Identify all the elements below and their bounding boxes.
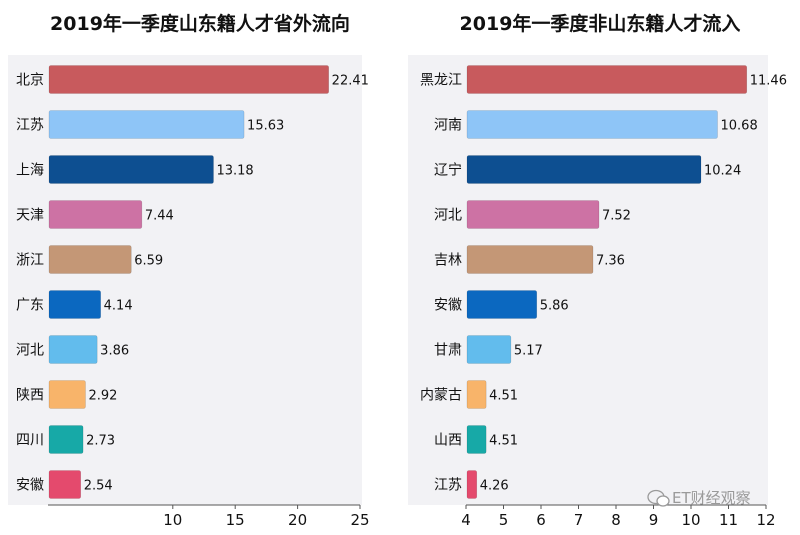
category-label: 甘肃 <box>434 343 462 359</box>
value-label: 4.51 <box>489 434 518 449</box>
bar <box>466 290 538 319</box>
bar <box>48 380 86 409</box>
value-label: 5.17 <box>514 344 543 359</box>
value-label: 7.44 <box>145 209 174 224</box>
value-label: 13.18 <box>216 164 253 179</box>
bar <box>48 65 329 94</box>
value-label: 2.92 <box>88 389 117 404</box>
category-label: 吉林 <box>434 253 462 269</box>
value-label: 5.86 <box>540 299 569 314</box>
category-label: 浙江 <box>16 253 44 269</box>
category-label: 江苏 <box>16 118 44 134</box>
value-label: 7.36 <box>596 254 625 269</box>
x-tick-label: 8 <box>611 511 621 529</box>
bar <box>466 65 748 94</box>
bar <box>48 200 143 229</box>
bar <box>48 245 132 274</box>
category-label: 陕西 <box>16 388 44 404</box>
category-label: 山西 <box>434 433 462 449</box>
x-tick-label: 6 <box>536 511 546 529</box>
value-label: 10.68 <box>721 119 758 134</box>
category-label: 安徽 <box>16 478 44 494</box>
x-tick-label: 9 <box>649 511 659 529</box>
bar <box>466 110 718 139</box>
bar <box>466 380 487 409</box>
bar <box>466 155 702 184</box>
chart-right: 2019年一季度非山东籍人才流入 4 5 6 7 8 9 10 11 12 黑龙江 11.46 河南 1… <box>408 12 787 529</box>
bar <box>48 335 98 364</box>
watermark-text: ET财经观察 <box>672 489 751 507</box>
category-label: 黑龙江 <box>420 73 462 89</box>
bar <box>466 425 487 454</box>
category-label: 广东 <box>16 298 44 314</box>
wechat-icon <box>647 489 670 507</box>
bar <box>48 110 245 139</box>
bar <box>466 335 512 364</box>
bar <box>48 290 101 319</box>
category-label: 天津 <box>16 208 44 224</box>
chart-title: 2019年一季度山东籍人才省外流向 <box>50 12 350 35</box>
value-label: 4.51 <box>489 389 518 404</box>
x-tick-label: 15 <box>226 511 245 529</box>
value-label: 10.24 <box>704 164 741 179</box>
bar <box>466 470 478 499</box>
category-label: 上海 <box>16 163 44 179</box>
bar <box>48 425 84 454</box>
x-tick-label: 25 <box>350 511 369 529</box>
x-tick-label: 4 <box>461 511 471 529</box>
bar <box>48 470 81 499</box>
category-label: 安徽 <box>434 298 462 314</box>
value-label: 4.26 <box>480 479 509 494</box>
category-label: 北京 <box>16 73 44 89</box>
category-label: 内蒙古 <box>420 388 462 404</box>
category-label: 辽宁 <box>434 162 462 179</box>
x-tick-label: 5 <box>499 511 509 529</box>
value-label: 3.86 <box>100 344 129 359</box>
bar <box>48 155 214 184</box>
value-label: 15.63 <box>247 119 284 134</box>
value-label: 2.54 <box>84 479 113 494</box>
bar <box>466 245 594 274</box>
value-label: 11.46 <box>750 74 787 89</box>
x-tick-label: 10 <box>681 511 700 529</box>
value-label: 2.73 <box>86 434 115 449</box>
chart-left: 2019年一季度山东籍人才省外流向 10 15 20 25 北京 22.41 江苏 15.63… <box>8 12 370 529</box>
x-tick-label: 10 <box>163 511 182 529</box>
value-label: 22.41 <box>332 74 369 89</box>
x-tick-label: 20 <box>288 511 307 529</box>
category-label: 河北 <box>16 343 44 359</box>
category-label: 河南 <box>434 118 462 134</box>
x-tick-label: 7 <box>574 511 584 529</box>
value-label: 4.14 <box>104 299 133 314</box>
watermark: ET财经观察 <box>647 489 751 507</box>
category-label: 江苏 <box>434 478 462 494</box>
category-label: 四川 <box>16 433 44 449</box>
value-label: 6.59 <box>134 254 163 269</box>
value-label: 7.52 <box>602 209 631 224</box>
x-tick-label: 11 <box>719 511 738 529</box>
x-tick-label: 12 <box>756 511 775 529</box>
bar <box>466 200 600 229</box>
chart-title: 2019年一季度非山东籍人才流入 <box>460 12 741 35</box>
category-label: 河北 <box>434 208 462 224</box>
